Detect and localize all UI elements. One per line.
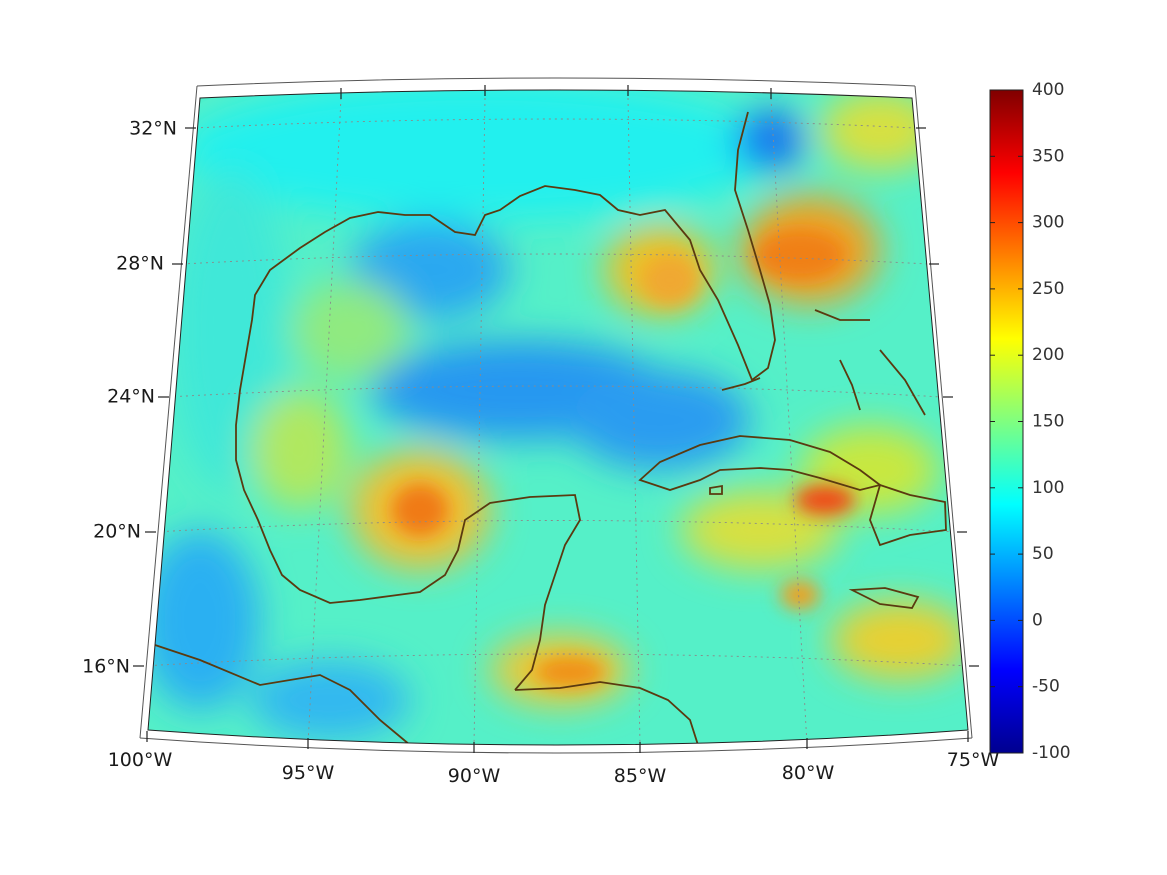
colorbar-gradient	[989, 89, 1024, 754]
data-field	[148, 90, 968, 745]
lat-label-16: 16°N	[82, 656, 130, 678]
colorbar-ticks: 400 350 300 250 200 150 100 50 0 -50 -100	[990, 80, 1071, 763]
lon-label-80w: 80°W	[782, 762, 835, 784]
colorbar-tick-label: 300	[1032, 213, 1064, 233]
lon-label-100w: 100°W	[108, 749, 173, 771]
colorbar-tick-label: 400	[1032, 80, 1064, 100]
lon-labels: 100°W 95°W 90°W 85°W 80°W 75°W	[108, 749, 1000, 787]
lon-label-85w: 85°W	[614, 765, 667, 787]
lat-labels: 32°N 28°N 24°N 20°N 16°N	[82, 118, 177, 678]
lat-label-24: 24°N	[107, 386, 155, 408]
colorbar-tick-label: 200	[1032, 345, 1064, 365]
lon-label-75w: 75°W	[947, 749, 1000, 771]
colorbar-tick-label: 150	[1032, 412, 1064, 432]
tick-marks	[133, 85, 979, 753]
colorbar-tick-label: 50	[1032, 544, 1054, 564]
coastline	[154, 111, 947, 745]
lat-label-28: 28°N	[116, 253, 164, 275]
lon-label-90w: 90°W	[448, 765, 501, 787]
lon-label-95w: 95°W	[282, 762, 335, 784]
colorbar: 400 350 300 250 200 150 100 50 0 -50 -100	[989, 80, 1071, 763]
lat-label-20: 20°N	[93, 521, 141, 543]
map-frame	[147, 89, 969, 746]
colorbar-tick-label: -50	[1032, 677, 1060, 697]
colorbar-tick-label: 100	[1032, 478, 1064, 498]
colorbar-tick-label: 250	[1032, 279, 1064, 299]
colorbar-tick-label: 0	[1032, 610, 1043, 630]
colorbar-tick-label: -100	[1032, 743, 1071, 763]
graticule	[148, 97, 968, 745]
lat-label-32: 32°N	[129, 118, 177, 140]
colorbar-tick-label: 350	[1032, 146, 1064, 166]
